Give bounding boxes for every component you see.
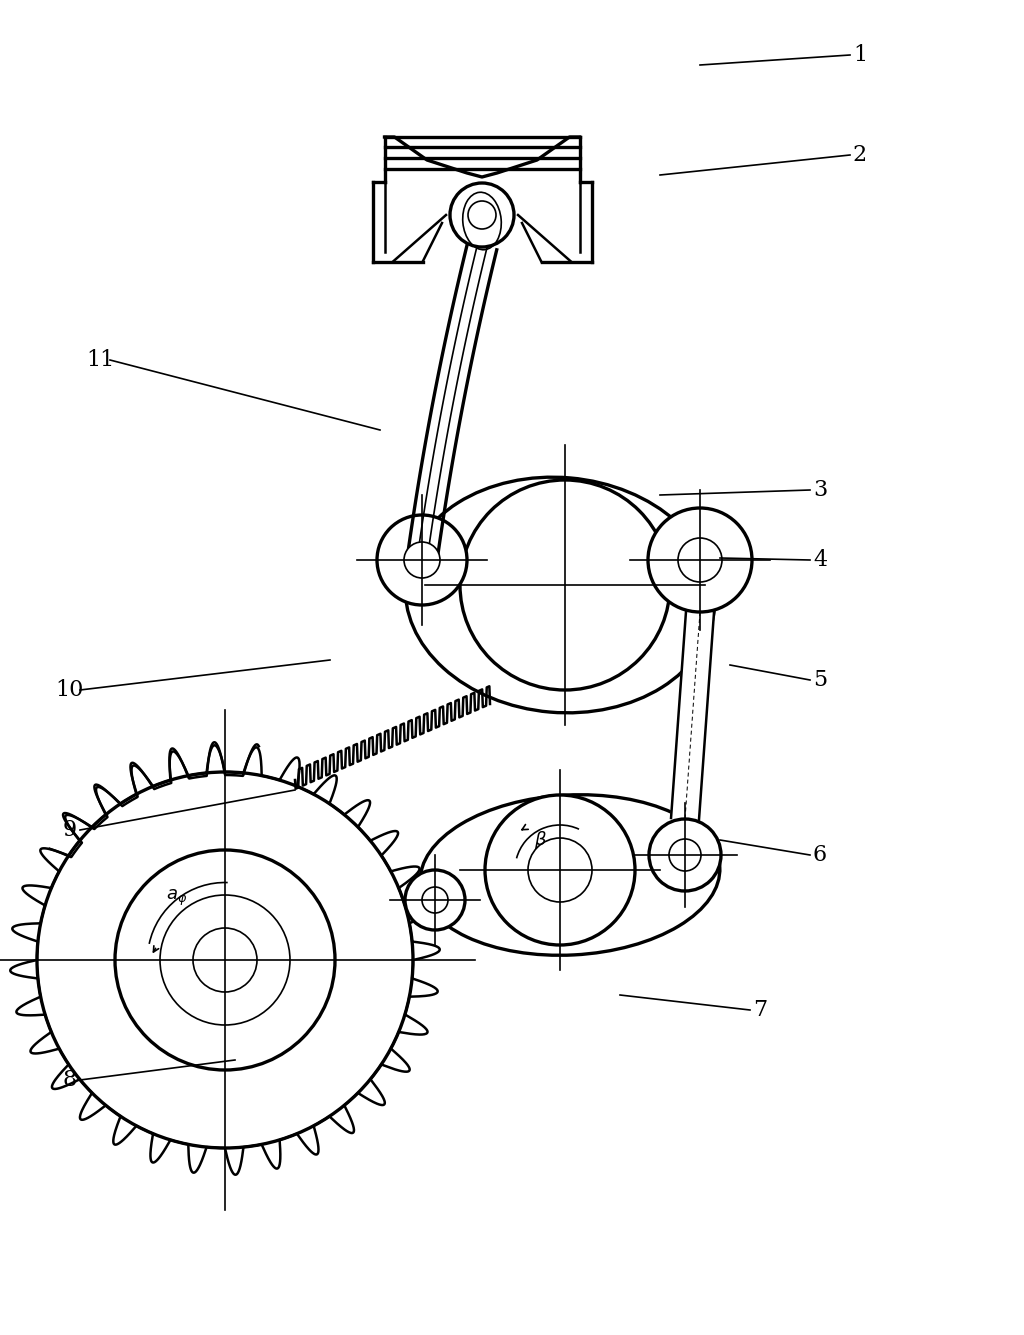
Text: 10: 10 bbox=[56, 680, 84, 701]
Text: 7: 7 bbox=[753, 999, 767, 1021]
Circle shape bbox=[422, 886, 449, 913]
Text: 3: 3 bbox=[813, 479, 827, 501]
Text: 2: 2 bbox=[853, 144, 867, 166]
Ellipse shape bbox=[406, 477, 715, 713]
Polygon shape bbox=[384, 138, 580, 178]
Text: 6: 6 bbox=[813, 844, 827, 866]
Text: 5: 5 bbox=[813, 669, 827, 692]
Text: 1: 1 bbox=[853, 44, 867, 65]
Circle shape bbox=[406, 870, 465, 930]
Text: $\beta$: $\beta$ bbox=[534, 829, 547, 850]
Ellipse shape bbox=[420, 794, 720, 956]
Circle shape bbox=[648, 509, 752, 611]
Circle shape bbox=[649, 818, 721, 890]
Circle shape bbox=[377, 515, 467, 605]
Circle shape bbox=[468, 202, 496, 230]
Circle shape bbox=[115, 850, 335, 1069]
Circle shape bbox=[37, 772, 413, 1148]
Circle shape bbox=[669, 838, 701, 870]
Circle shape bbox=[485, 796, 635, 945]
Text: 8: 8 bbox=[62, 1069, 77, 1091]
Circle shape bbox=[528, 838, 592, 902]
Polygon shape bbox=[671, 611, 714, 820]
Circle shape bbox=[678, 538, 722, 582]
Circle shape bbox=[404, 542, 440, 578]
Circle shape bbox=[193, 928, 257, 992]
Text: 11: 11 bbox=[86, 348, 114, 371]
Circle shape bbox=[460, 481, 670, 690]
Text: 4: 4 bbox=[813, 549, 827, 571]
Text: $a_\varphi$: $a_\varphi$ bbox=[166, 888, 187, 908]
Circle shape bbox=[450, 183, 514, 247]
Text: 9: 9 bbox=[62, 818, 77, 841]
Circle shape bbox=[160, 894, 290, 1025]
